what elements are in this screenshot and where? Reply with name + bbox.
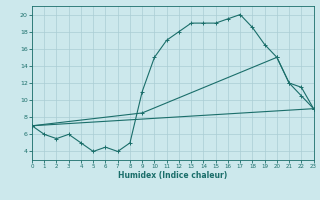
X-axis label: Humidex (Indice chaleur): Humidex (Indice chaleur) — [118, 171, 228, 180]
